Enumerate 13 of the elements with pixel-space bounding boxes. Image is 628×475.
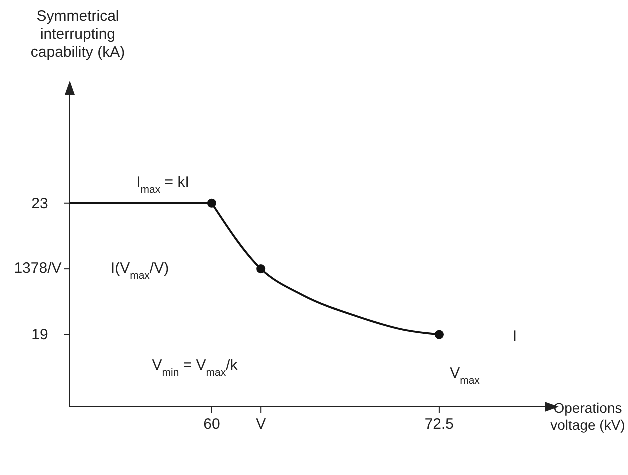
x-tick-label: 72.5 xyxy=(424,416,454,433)
annotation: I(V$_{max}$/V) xyxy=(110,260,170,282)
annotation: V$_{min}$ = V$_{max}$/k xyxy=(152,357,238,379)
y-tick-label: 23 xyxy=(32,195,48,212)
annotation: I$_{max}$ = kI xyxy=(136,174,190,196)
y-axis-title: Symmetrical interrupting capability (kA) xyxy=(30,8,126,62)
x-tick-label: V xyxy=(256,416,266,433)
x-tick-label: 60 xyxy=(204,416,220,433)
text: 1378/V xyxy=(14,260,62,277)
annotation: I xyxy=(512,328,518,345)
x-axis-title: Operations voltage (kV) xyxy=(550,400,626,434)
y-tick-label: 19 xyxy=(32,326,48,344)
annotation: V$_{max}$ xyxy=(450,365,481,387)
